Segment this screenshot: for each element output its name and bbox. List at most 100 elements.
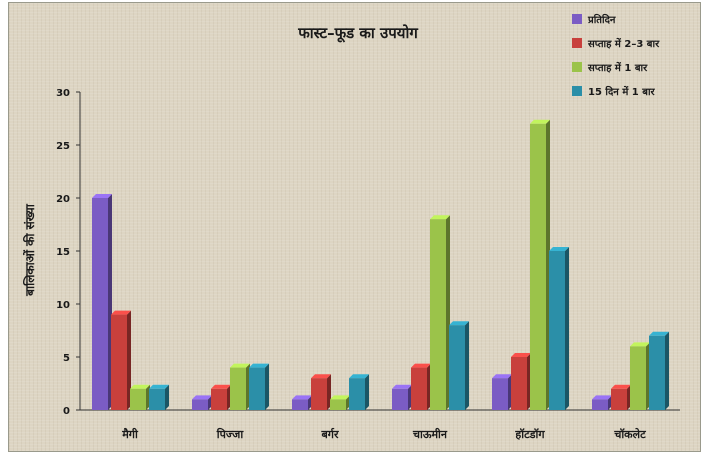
bar-5-0 xyxy=(592,395,612,410)
bar-side xyxy=(127,310,131,410)
bar-front xyxy=(292,399,308,410)
bar-top xyxy=(311,374,331,379)
chart-title: फास्ट–फूड का उपयोग xyxy=(297,24,418,43)
bar-front xyxy=(630,346,646,410)
bar-top xyxy=(292,395,312,400)
bar-0-1 xyxy=(111,310,131,410)
bar-1-3 xyxy=(249,363,269,410)
x-category-label: चाऊमीन xyxy=(412,427,448,441)
bar-front xyxy=(92,198,108,410)
bar-top xyxy=(392,384,412,389)
x-category-label: पिज्जा xyxy=(216,427,245,441)
legend-label: 15 दिन में 1 बार xyxy=(588,85,656,98)
bar-2-1 xyxy=(311,374,331,410)
bar-front xyxy=(192,399,208,410)
bar-top xyxy=(111,310,131,315)
bar-front xyxy=(611,388,627,410)
bar-front xyxy=(530,123,546,411)
bar-top xyxy=(249,363,269,368)
bar-top xyxy=(130,384,150,389)
y-tick-label: 20 xyxy=(56,194,70,205)
bar-3-0 xyxy=(392,384,412,410)
bar-front xyxy=(592,399,608,410)
x-category-label: मैगी xyxy=(121,427,139,441)
bar-front xyxy=(330,399,346,410)
bar-front xyxy=(411,367,427,410)
bar-side xyxy=(665,331,669,410)
legend-item: 15 दिन में 1 बार xyxy=(572,85,656,98)
y-tick-label: 15 xyxy=(56,247,70,258)
bar-5-1 xyxy=(611,384,631,410)
bar-front xyxy=(549,251,565,410)
bar-top xyxy=(92,194,112,198)
bar-front xyxy=(430,219,446,410)
bar-3-3 xyxy=(449,321,469,410)
bar-front xyxy=(449,325,465,410)
legend-label: प्रतिदिन xyxy=(587,13,616,26)
bar-front xyxy=(492,378,508,410)
bar-side xyxy=(165,384,169,410)
bar-top xyxy=(149,384,169,389)
y-tick-label: 25 xyxy=(56,141,70,152)
bar-front xyxy=(511,357,527,410)
bar-1-2 xyxy=(230,363,250,410)
bar-side xyxy=(465,321,469,410)
y-tick-label: 30 xyxy=(56,88,70,99)
bar-top xyxy=(430,215,450,220)
bar-top xyxy=(211,384,231,389)
y-tick-label: 0 xyxy=(63,406,70,417)
bar-top xyxy=(530,119,550,124)
bar-2-0 xyxy=(292,395,312,410)
legend-item: सप्ताह में 2–3 बार xyxy=(572,37,660,50)
bar-3-1 xyxy=(411,363,431,410)
bar-top xyxy=(592,395,612,400)
bar-top xyxy=(192,395,212,400)
bar-top xyxy=(511,353,531,357)
bar-0-3 xyxy=(149,384,169,410)
bar-5-2 xyxy=(630,342,650,410)
bar-2-2 xyxy=(330,395,350,410)
bar-4-2 xyxy=(530,119,550,411)
legend-item: प्रतिदिन xyxy=(572,13,616,26)
bar-side xyxy=(265,363,269,410)
legend-swatch xyxy=(572,62,582,72)
bar-0-0 xyxy=(92,194,112,410)
bar-3-2 xyxy=(430,215,450,410)
bar-top xyxy=(411,363,431,368)
bar-4-1 xyxy=(511,353,531,410)
x-category-label: चॉकलेट xyxy=(613,427,646,441)
bar-front xyxy=(349,378,365,410)
bar-top xyxy=(549,247,569,251)
bar-4-3 xyxy=(549,247,569,410)
bar-top xyxy=(330,395,350,400)
legend-swatch xyxy=(572,14,582,24)
bar-front xyxy=(211,388,227,410)
bar-top xyxy=(230,363,250,368)
bar-top xyxy=(492,374,512,379)
bar-2-3 xyxy=(349,374,369,410)
bar-side xyxy=(365,374,369,410)
legend-swatch xyxy=(572,38,582,48)
bar-front xyxy=(392,388,408,410)
x-category-label: बर्गर xyxy=(321,427,339,441)
bar-front xyxy=(311,378,327,410)
legend-swatch xyxy=(572,86,582,96)
x-category-label: हॉटडॉग xyxy=(514,428,545,441)
y-tick-label: 5 xyxy=(63,353,70,364)
bar-1-0 xyxy=(192,395,212,410)
y-axis-label: बालिकाओं की संख्या xyxy=(23,203,37,297)
legend-label: सप्ताह में 1 बार xyxy=(587,61,648,74)
bar-front xyxy=(149,388,165,410)
bar-4-0 xyxy=(492,374,512,410)
bar-front xyxy=(649,335,665,410)
bar-side xyxy=(565,247,569,410)
bar-0-2 xyxy=(130,384,150,410)
legend-item: सप्ताह में 1 बार xyxy=(572,61,648,74)
bar-top xyxy=(349,374,369,379)
legend-label: सप्ताह में 2–3 बार xyxy=(587,37,660,50)
bar-top xyxy=(630,342,650,347)
bar-top xyxy=(649,331,669,336)
bar-top xyxy=(449,321,469,326)
bar-front xyxy=(230,367,246,410)
